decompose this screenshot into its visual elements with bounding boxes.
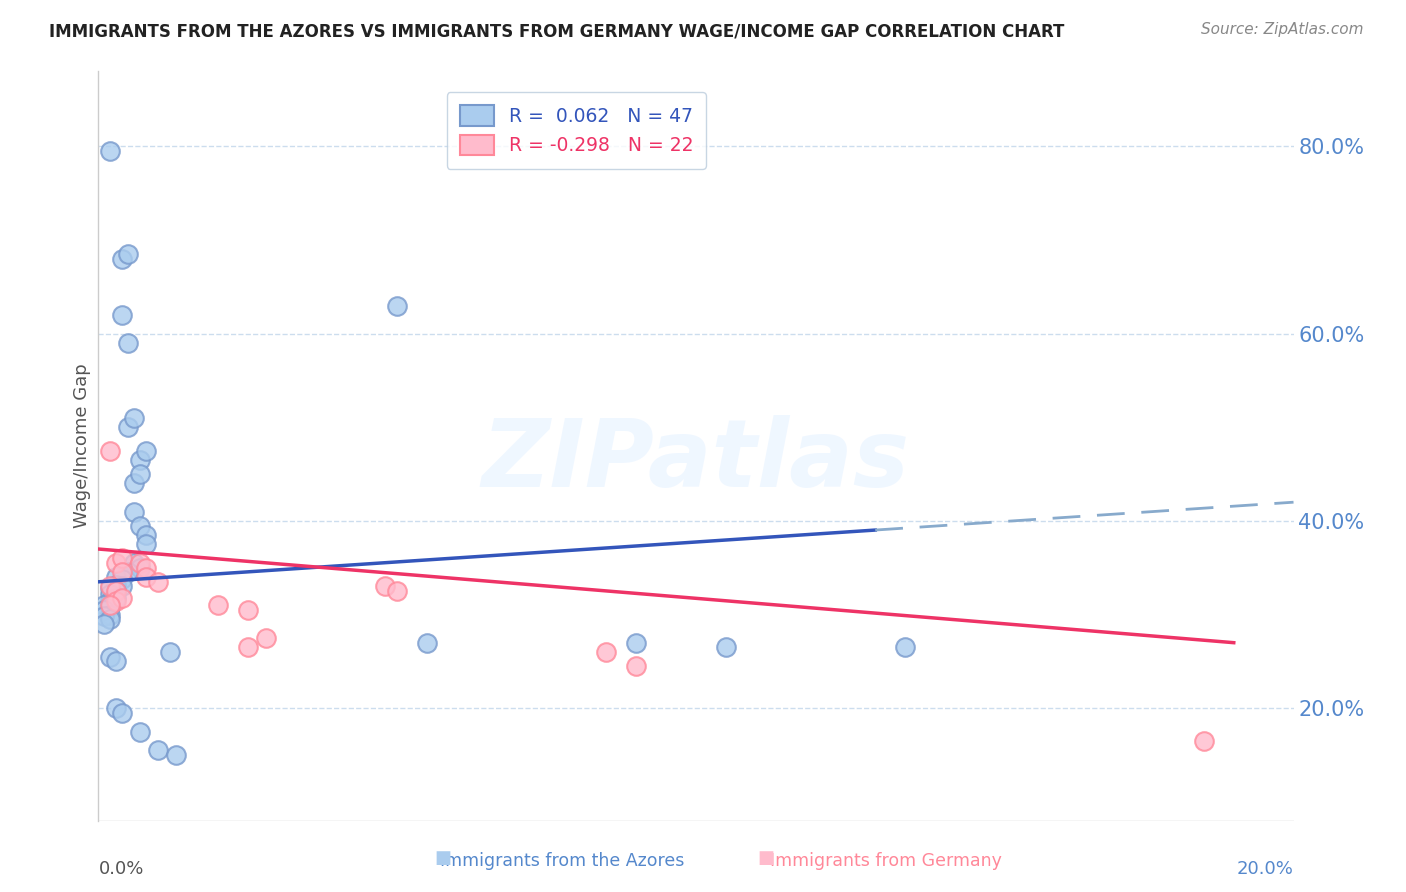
Point: [105, 593, 128, 607]
Point: [105, 556, 128, 570]
Point: [111, 566, 134, 580]
Point: [385, 298, 409, 313]
Point: [374, 580, 396, 594]
Point: [111, 252, 134, 266]
Point: [385, 584, 409, 599]
Point: [129, 467, 152, 482]
Text: 0.0%: 0.0%: [98, 860, 143, 878]
Point: [98, 587, 122, 601]
Point: [105, 577, 128, 591]
Point: [1192, 734, 1215, 748]
Point: [111, 308, 134, 322]
Text: ZIPatlas: ZIPatlas: [482, 415, 910, 507]
Point: [148, 574, 170, 589]
Point: [98, 612, 122, 626]
Point: [129, 518, 152, 533]
Point: [105, 655, 128, 669]
Point: [236, 603, 259, 617]
Point: [129, 556, 152, 570]
Point: [135, 443, 157, 458]
Point: [129, 561, 152, 575]
Point: [416, 635, 439, 649]
Point: [105, 570, 128, 584]
Point: [135, 570, 157, 584]
Point: [117, 566, 139, 580]
Point: [93, 599, 115, 613]
Point: [111, 591, 134, 605]
Point: [111, 580, 134, 594]
Point: [98, 582, 122, 596]
Point: [135, 537, 157, 551]
Point: [98, 443, 122, 458]
Point: [626, 659, 648, 673]
Point: [159, 645, 181, 659]
Text: ■: ■: [434, 849, 451, 867]
Point: [894, 640, 917, 655]
Point: [105, 701, 128, 715]
Text: Immigrants from Germany: Immigrants from Germany: [770, 852, 1001, 870]
Text: 20.0%: 20.0%: [1237, 860, 1294, 878]
Point: [98, 593, 122, 607]
Point: [207, 599, 229, 613]
Point: [254, 631, 277, 645]
Point: [129, 724, 152, 739]
Point: [93, 603, 115, 617]
Point: [117, 247, 139, 261]
Point: [93, 617, 115, 632]
Point: [124, 505, 146, 519]
Point: [111, 572, 134, 586]
Text: IMMIGRANTS FROM THE AZORES VS IMMIGRANTS FROM GERMANY WAGE/INCOME GAP CORRELATIO: IMMIGRANTS FROM THE AZORES VS IMMIGRANTS…: [49, 22, 1064, 40]
Point: [105, 584, 128, 599]
Point: [98, 600, 122, 615]
Point: [124, 476, 146, 491]
Legend: R =  0.062   N = 47, R = -0.298   N = 22: R = 0.062 N = 47, R = -0.298 N = 22: [447, 92, 706, 169]
Point: [98, 607, 122, 622]
Point: [98, 144, 122, 158]
Point: [98, 649, 122, 664]
Point: [117, 420, 139, 434]
Point: [135, 561, 157, 575]
Point: [105, 584, 128, 599]
Text: Immigrants from the Azores: Immigrants from the Azores: [440, 852, 685, 870]
Point: [135, 528, 157, 542]
Point: [148, 743, 170, 757]
Point: [124, 411, 146, 425]
Point: [98, 599, 122, 613]
Point: [124, 556, 146, 570]
Y-axis label: Wage/Income Gap: Wage/Income Gap: [73, 364, 91, 528]
Point: [626, 635, 648, 649]
Point: [105, 591, 128, 605]
Point: [111, 706, 134, 720]
Point: [111, 551, 134, 566]
Point: [98, 580, 122, 594]
Point: [595, 645, 617, 659]
Point: [165, 747, 187, 762]
Point: [714, 640, 737, 655]
Point: [93, 609, 115, 624]
Text: ■: ■: [758, 849, 775, 867]
Point: [129, 453, 152, 467]
Point: [117, 336, 139, 351]
Text: Source: ZipAtlas.com: Source: ZipAtlas.com: [1201, 22, 1364, 37]
Point: [236, 640, 259, 655]
